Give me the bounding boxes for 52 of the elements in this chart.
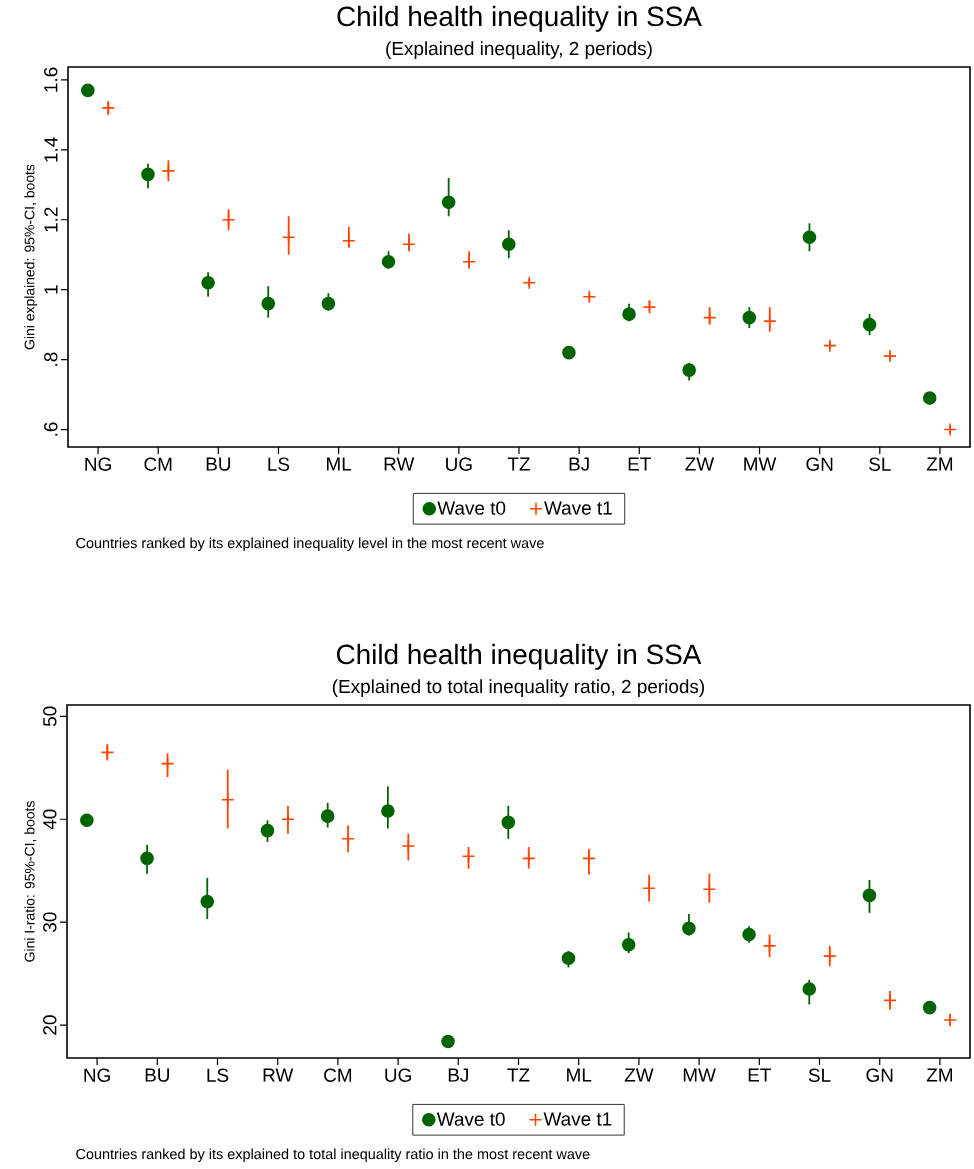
text: Countries ranked by its explained inequality level in the most recent wave [76,537,544,552]
legend-label: Wave t0 [436,1112,505,1126]
x-tick-label: TZ [507,1068,530,1082]
x-tick-label: NG [85,457,111,471]
x-tick-label: SL [808,1068,831,1082]
x-tick-label: RW [384,457,415,471]
x-tick-label: UG [385,1068,411,1082]
x-tick-label: BJ [448,1068,468,1082]
x-tick-label: TZ [507,457,530,471]
x-tick-label: LS [207,1068,229,1082]
x-tick-label: ML [327,457,352,471]
y-tick-label: .6 [44,422,58,436]
y-tick-label: 20 [43,1015,57,1035]
y-axis-title: Gini explained: 95%-CI, boots [24,164,38,350]
y-tick-label: 1.6 [44,67,58,92]
y-tick-label: 40 [43,809,57,830]
y-tick-label: 30 [43,912,57,932]
x-tick-label: MW [744,457,777,471]
y-tick-label: 1 [44,285,58,294]
chart-title: Child health inequality in SSA [336,643,702,670]
chart-title: Child health inequality in SSA [337,5,702,32]
y-axis-title: Gini I-ratio: 95%-CI, boots [24,801,37,962]
x-tick-label: BU [206,457,231,471]
x-tick-label: GN [866,1068,893,1082]
x-tick-label: ZM [926,1068,953,1082]
x-tick-label: SL [869,457,891,471]
legend-label: Wave t1 [544,501,612,515]
x-tick-label: UG [446,457,472,471]
y-tick-label: 1.4 [44,137,58,162]
x-tick-label: ET [628,457,651,471]
x-tick-label: RW [263,1068,294,1082]
x-tick-label: BJ [569,457,589,471]
y-tick-label: 50 [43,706,57,727]
x-tick-label: NG [84,1068,110,1082]
x-tick-label: ZM [926,457,953,471]
legend-label: Wave t1 [543,1112,612,1126]
x-tick-label: LS [268,457,290,471]
y-tick-label: .8 [44,352,58,366]
x-tick-label: CM [324,1068,352,1082]
legend-label: Wave t0 [437,501,506,515]
x-tick-label: ML [567,1068,592,1082]
x-tick-label: GN [806,457,833,471]
chart-subtitle: (Explained inequality, 2 periods) [386,41,652,59]
x-tick-label: ZW [685,457,715,471]
x-tick-label: CM [144,457,172,471]
x-tick-label: BU [145,1068,169,1082]
text: Countries ranked by its explained to total inequality ratio in the most recent wave [76,1148,590,1163]
x-tick-label: ZW [624,1068,654,1082]
x-tick-label: ET [748,1068,771,1082]
x-tick-label: MW [683,1068,716,1082]
y-tick-label: 1.2 [44,207,58,232]
chart-subtitle: (Explained to total inequality ratio, 2 periods) [332,679,705,697]
